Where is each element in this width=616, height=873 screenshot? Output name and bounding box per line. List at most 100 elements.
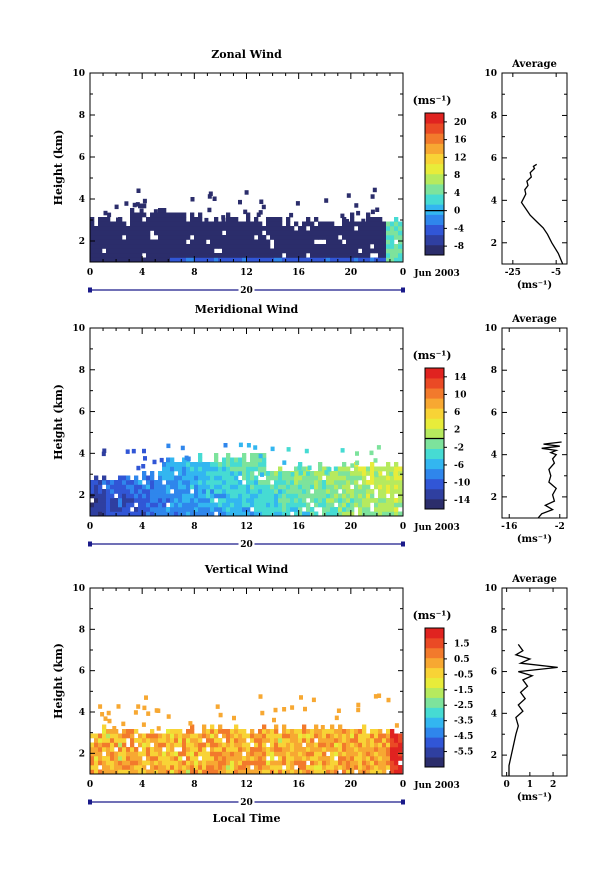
heatmap-cell xyxy=(342,507,347,512)
heatmap-cell xyxy=(162,471,167,476)
heatmap-cell xyxy=(290,747,295,752)
heatmap-cell xyxy=(258,457,263,463)
heatmap-cell xyxy=(156,708,161,713)
y-tick-label: 6 xyxy=(79,667,85,677)
heatmap-cell xyxy=(158,747,163,752)
heatmap-cell xyxy=(194,221,199,227)
heatmap-cell xyxy=(354,484,359,490)
heatmap-cell xyxy=(362,507,367,512)
heatmap-cell xyxy=(218,738,223,743)
heatmap-cell xyxy=(334,507,339,512)
heatmap-cell xyxy=(242,747,247,752)
heatmap-cell xyxy=(342,217,347,222)
heatmap-cell xyxy=(121,721,126,727)
heatmap-cell xyxy=(310,742,315,748)
heatmap-cell xyxy=(334,765,339,770)
heatmap-cell xyxy=(290,733,295,739)
heatmap-cell xyxy=(138,244,143,249)
heatmap-cell xyxy=(214,230,219,236)
heatmap-cell xyxy=(398,769,403,775)
heatmap-cell xyxy=(298,511,303,517)
heatmap-cell xyxy=(254,475,259,481)
heatmap-cell xyxy=(330,257,335,263)
heatmap-cell xyxy=(386,489,391,494)
heatmap-cell xyxy=(210,756,215,761)
heatmap-cell xyxy=(362,480,367,485)
heatmap-cell xyxy=(126,257,131,263)
heatmap-cell xyxy=(322,511,327,517)
heatmap-cell xyxy=(226,235,231,240)
heatmap-cell xyxy=(206,484,211,490)
heatmap-cell xyxy=(234,466,239,472)
heatmap-cell xyxy=(174,498,179,503)
heatmap-cell xyxy=(242,733,247,739)
heatmap-cell xyxy=(334,484,339,490)
heatmap-cell xyxy=(110,733,115,739)
colorbar-segment xyxy=(425,244,444,256)
heatmap-cell xyxy=(286,747,291,752)
heatmap-cell xyxy=(154,230,159,236)
colorbar-segment xyxy=(425,173,444,185)
heatmap-cell xyxy=(346,760,351,766)
heatmap-cell xyxy=(326,729,331,734)
heatmap-cell xyxy=(366,257,371,263)
heatmap-cell xyxy=(298,480,303,485)
heatmap-cell xyxy=(394,498,399,503)
heatmap-cell xyxy=(310,498,315,503)
heatmap-cell xyxy=(114,760,119,766)
heatmap-cell xyxy=(334,769,339,775)
heatmap-cell xyxy=(338,484,343,490)
heatmap-cell xyxy=(322,466,327,472)
heatmap-cell xyxy=(230,221,235,227)
heatmap-cell xyxy=(218,724,223,730)
heatmap-cell xyxy=(370,733,375,739)
heatmap-cell xyxy=(202,507,207,512)
heatmap-cell xyxy=(230,502,235,508)
heatmap-cell xyxy=(378,484,383,490)
heatmap-cell xyxy=(370,257,375,263)
heatmap-cell xyxy=(134,498,139,503)
heatmap-cell xyxy=(118,507,123,512)
heatmap-cell xyxy=(186,235,191,240)
heatmap-cell xyxy=(302,239,307,245)
heatmap-cell xyxy=(162,507,167,512)
panel-title: Zonal Wind xyxy=(211,48,282,61)
colorbar-tick-label: 16 xyxy=(454,136,467,146)
heatmap-cell xyxy=(114,507,119,512)
heatmap-cell xyxy=(258,751,263,757)
heatmap-cell xyxy=(190,751,195,757)
heatmap-cell xyxy=(250,226,255,231)
heatmap-cell xyxy=(338,511,343,517)
heatmap-cell xyxy=(242,221,247,227)
heatmap-cell xyxy=(182,502,187,508)
heatmap-cell xyxy=(258,257,263,263)
heatmap-cell xyxy=(394,244,399,249)
heatmap-cell xyxy=(146,493,151,499)
heatmap-cell xyxy=(150,511,155,517)
heatmap-cell xyxy=(350,221,355,227)
heatmap-cell xyxy=(162,756,167,761)
heatmap-cell xyxy=(358,507,363,512)
heatmap-cell xyxy=(218,498,223,503)
heatmap-cell xyxy=(370,239,375,245)
heatmap-cell xyxy=(102,253,107,258)
heatmap-cell xyxy=(158,471,163,476)
heatmap-cell xyxy=(202,257,207,263)
heatmap-cell xyxy=(366,756,371,761)
heatmap-cell xyxy=(258,235,263,240)
x-tick-label: 20 xyxy=(345,522,358,532)
heatmap-cell xyxy=(98,248,103,254)
heatmap-cell xyxy=(166,466,171,472)
heatmap-cell xyxy=(214,493,219,499)
colorbar-segment xyxy=(425,757,444,768)
heatmap-cell xyxy=(90,239,95,245)
heatmap-cell xyxy=(94,747,99,752)
heatmap-cell xyxy=(373,694,378,699)
heatmap-cell xyxy=(146,257,151,263)
heatmap-cell xyxy=(322,738,327,743)
heatmap-cell xyxy=(274,769,279,775)
heatmap-cell xyxy=(118,502,123,508)
heatmap-cell xyxy=(141,464,146,469)
heatmap-cell xyxy=(202,502,207,508)
heatmap-cell xyxy=(378,475,383,481)
